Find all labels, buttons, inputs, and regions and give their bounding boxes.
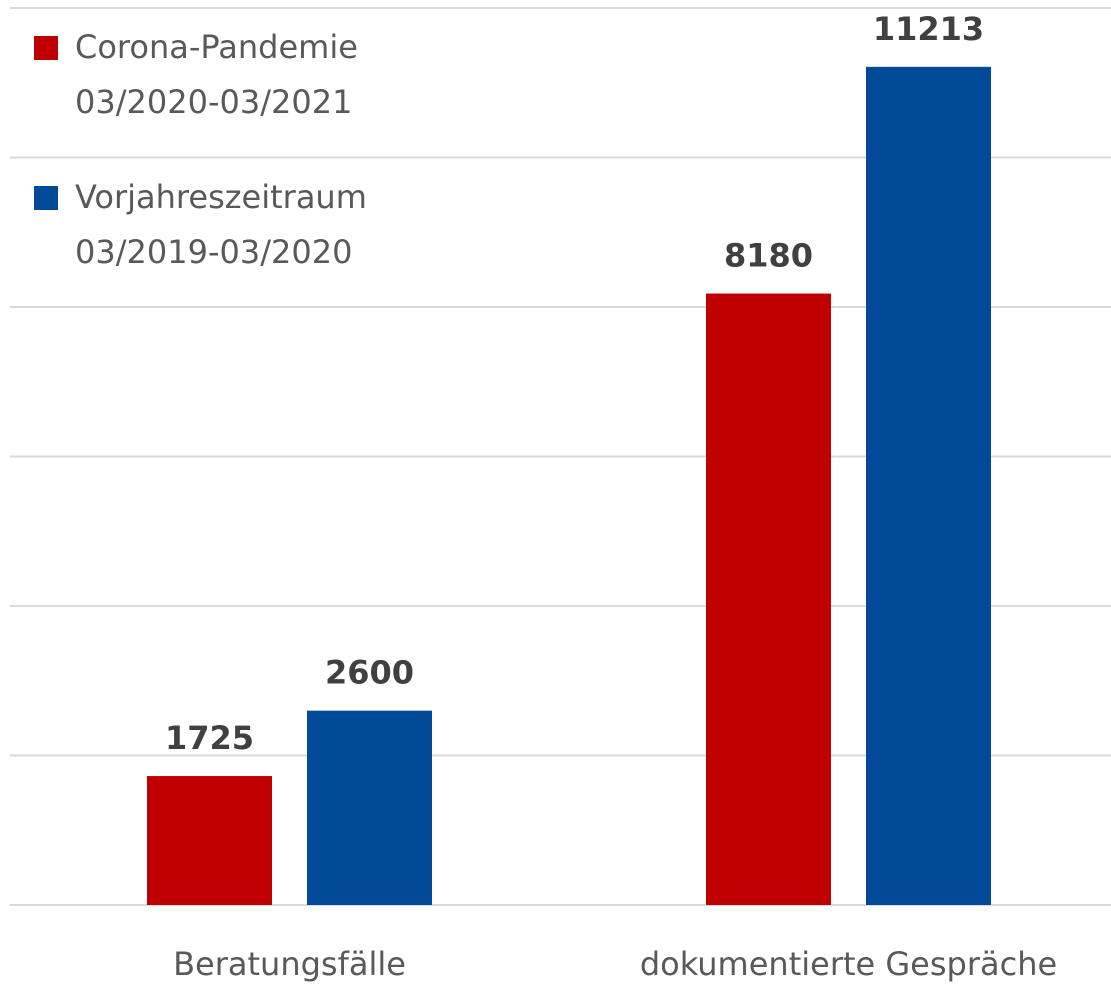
x-tick-label: dokumentierte Gespräche — [640, 945, 1057, 983]
bar — [706, 293, 831, 905]
data-label: 1725 — [165, 719, 254, 757]
bar — [147, 776, 272, 905]
data-label: 8180 — [724, 237, 813, 275]
legend-label: Corona-Pandemie 03/2020-03/2021 — [75, 28, 358, 121]
data-label: 11213 — [873, 10, 984, 48]
legend-swatch — [34, 36, 58, 60]
data-label: 2600 — [325, 654, 414, 692]
legend-label: Vorjahreszeitraum 03/2019-03/2020 — [75, 178, 367, 271]
bar — [866, 66, 991, 905]
x-tick-label: Beratungsfälle — [173, 945, 406, 983]
bar — [307, 710, 432, 905]
legend-swatch — [34, 186, 58, 210]
